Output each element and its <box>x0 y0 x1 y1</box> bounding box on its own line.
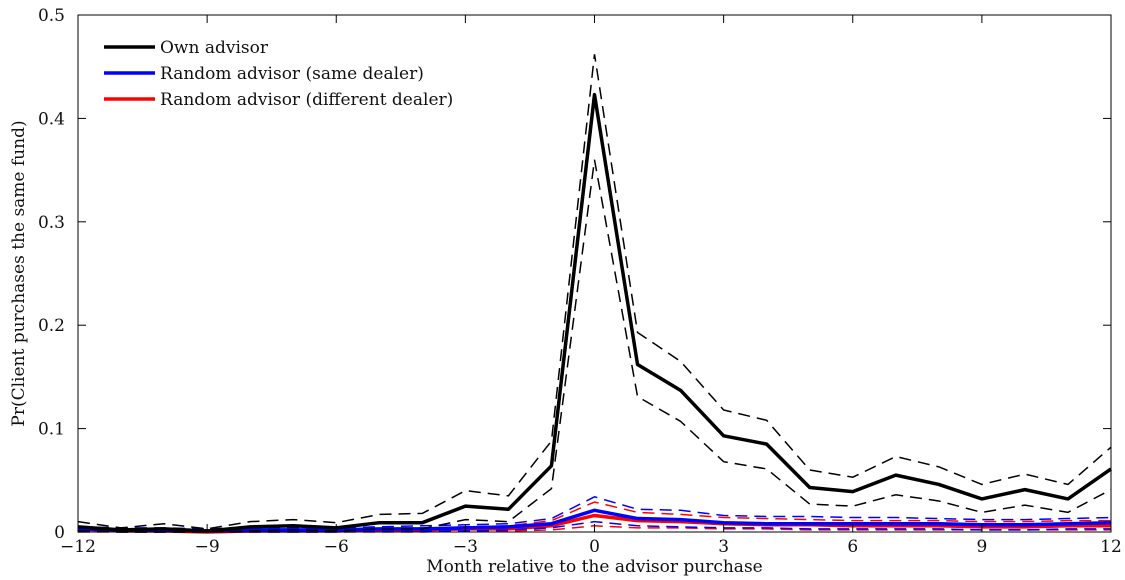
x-tick-label: 6 <box>847 537 858 557</box>
x-tick-label: 0 <box>589 537 600 557</box>
series-line <box>77 508 1112 533</box>
legend: Own advisor Random advisor (same dealer) R… <box>104 38 453 110</box>
lower-bound-line <box>77 159 1112 533</box>
plot-area <box>77 54 1113 534</box>
y-tick-label: 0.3 <box>38 213 65 233</box>
y-tick-label: 0 <box>54 523 65 543</box>
y-tick-label: 0.5 <box>38 6 65 26</box>
x-tick-label: −12 <box>60 537 96 557</box>
x-tick-label: 3 <box>718 537 729 557</box>
y-axis-label: Pr(Client purchases the same fund) <box>9 120 29 426</box>
x-tick-label: −9 <box>195 537 220 557</box>
tick-labels: −12 −9 −6 −3 0 3 6 9 12 0 0.1 0.2 0.3 0.4 0.5 <box>38 6 1122 557</box>
x-tick-label: −6 <box>324 537 349 557</box>
y-tick-label: 0.4 <box>38 109 65 129</box>
series-line <box>77 92 1113 533</box>
x-tick-label: 9 <box>976 537 987 557</box>
legend-label: Random advisor (same dealer) <box>160 64 424 84</box>
y-tick-label: 0.2 <box>38 316 65 336</box>
y-tick-label: 0.1 <box>38 420 65 440</box>
upper-bound-line <box>77 54 1112 530</box>
x-axis-label: Month relative to the advisor purchase <box>426 557 762 577</box>
x-tick-label: 12 <box>1100 537 1122 557</box>
series-own-advisor <box>77 54 1113 533</box>
legend-label: Random advisor (different dealer) <box>160 90 453 110</box>
legend-label: Own advisor <box>160 38 269 58</box>
x-tick-label: −3 <box>453 537 478 557</box>
axis-ticks <box>77 14 1112 533</box>
